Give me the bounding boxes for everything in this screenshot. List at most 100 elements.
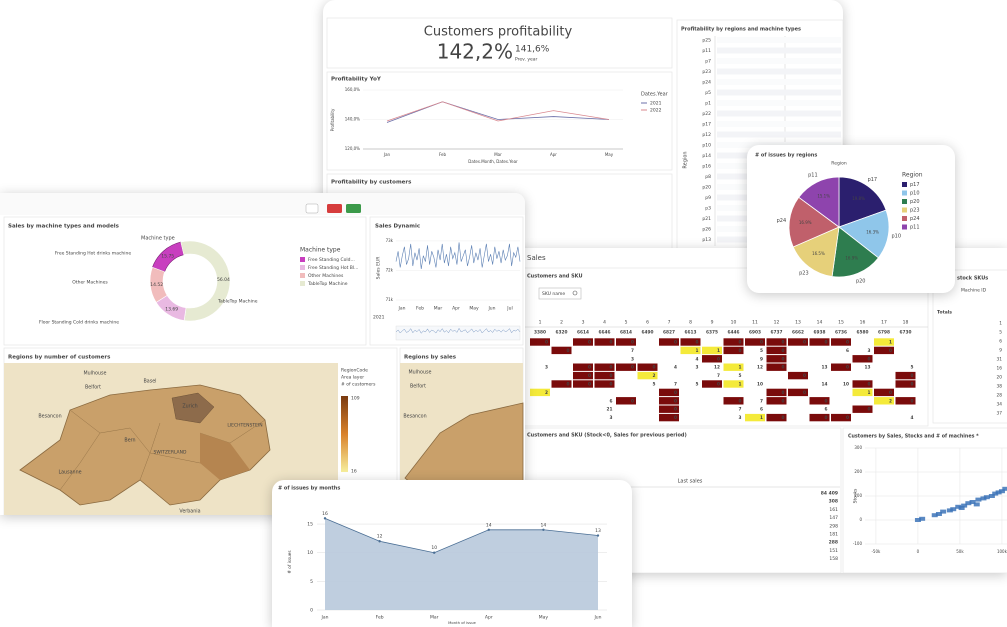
cell-value: 0 xyxy=(567,348,570,354)
last-sales-value: 308 xyxy=(829,499,838,505)
column-header: 14 xyxy=(817,320,823,326)
total-cell: 6613 xyxy=(685,330,697,336)
point xyxy=(487,528,490,531)
search-box[interactable] xyxy=(538,287,582,300)
cell xyxy=(680,355,701,363)
point xyxy=(596,534,600,537)
cell-value: 5 xyxy=(739,373,742,379)
region-row-label: p23 xyxy=(702,69,711,75)
cell xyxy=(723,371,744,380)
cell xyxy=(616,397,636,405)
customers-title: Profitability by customers xyxy=(331,180,412,186)
pie-category-label: p23 xyxy=(799,271,809,277)
scatter-title: Customers by Sales, Stocks and # of mach… xyxy=(848,434,979,440)
scatter-point xyxy=(1002,486,1007,491)
cell-value: 0 xyxy=(610,373,613,379)
cell-value: 0 xyxy=(782,365,785,371)
confirm-button[interactable] xyxy=(346,204,361,213)
y-tick-label: 10 xyxy=(307,550,313,556)
cell xyxy=(594,380,615,388)
cell-value: 0 xyxy=(717,382,720,388)
cell xyxy=(659,388,679,397)
pie-title: # of issues by regions xyxy=(755,153,817,159)
cell xyxy=(616,346,636,355)
cell xyxy=(745,405,765,413)
cell-value: 10 xyxy=(843,382,849,388)
region-row-label: p20 xyxy=(702,185,711,191)
x-tick-label: Jan xyxy=(398,306,406,312)
donut-panel xyxy=(3,216,367,346)
cell xyxy=(874,388,894,397)
cancel-button[interactable] xyxy=(327,204,342,213)
year-label: 2021 xyxy=(373,315,385,321)
cell xyxy=(616,363,636,371)
x-tick-label: May xyxy=(605,152,614,157)
area-line xyxy=(324,517,599,554)
pie-slice xyxy=(831,226,879,278)
legend-swatch xyxy=(902,182,907,187)
cell xyxy=(573,338,593,346)
cell-value: 0 xyxy=(868,407,871,413)
cell xyxy=(637,380,658,388)
row-band xyxy=(717,100,841,106)
column-header: 15 xyxy=(838,320,844,326)
stock-panel xyxy=(932,269,1007,424)
point xyxy=(323,517,327,520)
cell xyxy=(809,338,830,346)
cell-value: 0 xyxy=(610,340,613,346)
tool-button[interactable] xyxy=(305,203,319,214)
place-label: Besancon xyxy=(38,414,61,420)
cell xyxy=(702,371,722,380)
pie-category-label: p17 xyxy=(868,177,878,183)
region-row-label: p16 xyxy=(702,164,711,170)
pie-category-label: p24 xyxy=(777,218,787,224)
cell-value: 0 xyxy=(610,382,613,388)
cell-value: 0 xyxy=(760,340,763,346)
stock-value: 37 xyxy=(997,411,1003,417)
cell-value: 3 xyxy=(868,348,871,354)
cell xyxy=(594,397,615,405)
pie-value-label: 15.1% xyxy=(817,194,830,199)
total-cell: 3380 xyxy=(534,330,546,336)
cell-value: 0 xyxy=(782,398,785,404)
x-tick-label: Feb xyxy=(416,306,424,312)
column-header: 4 xyxy=(603,320,606,326)
scatter-point xyxy=(973,502,980,507)
total-cell: 6614 xyxy=(577,330,589,336)
region-row-label: p13 xyxy=(702,237,711,243)
cell-value: 13 xyxy=(822,365,828,371)
pie-slice xyxy=(838,176,887,228)
row-band xyxy=(717,110,841,117)
y-tick-label: 120,0% xyxy=(345,146,360,151)
stock-value: 38 xyxy=(997,384,1003,390)
donut-value-label: 56.04 xyxy=(217,277,230,283)
cell xyxy=(895,371,916,380)
machines-card: Sales by machine types and models Machine… xyxy=(0,193,525,515)
cell-value: 4 xyxy=(696,356,699,362)
legend-min: 16 xyxy=(351,469,357,475)
issues-title: # of issues by months xyxy=(278,486,340,492)
cell-value: 7 xyxy=(717,373,720,379)
scatter-point xyxy=(914,518,921,522)
place-label: Verbania xyxy=(179,509,200,515)
toolbar xyxy=(0,193,525,215)
legend-label: p23 xyxy=(910,208,920,214)
y-tick-label: 15 xyxy=(307,522,313,528)
cell xyxy=(852,355,873,363)
cell xyxy=(723,363,744,371)
issues-months-card: # of issues by months 0 5 10 15 16 Jan 12 Feb 10 M… xyxy=(272,480,632,627)
legend-label: 2021 xyxy=(650,101,662,107)
cell xyxy=(809,380,830,388)
donut-category-label: TableTop Machine xyxy=(217,299,258,305)
stock-value: 16 xyxy=(997,366,1003,372)
kpi-prev: 141,6% xyxy=(515,45,550,55)
x-tick-label: 100k xyxy=(997,549,1007,554)
sales-line xyxy=(395,242,521,270)
cell-value: 0 xyxy=(889,348,892,354)
region-row-label: p5 xyxy=(705,90,711,96)
pie-slice xyxy=(798,176,840,228)
x-tick-label: Mar xyxy=(494,152,502,157)
cell-value: 0 xyxy=(717,356,720,362)
value-label: 16 xyxy=(322,511,328,517)
place-label: Bern xyxy=(124,438,135,444)
